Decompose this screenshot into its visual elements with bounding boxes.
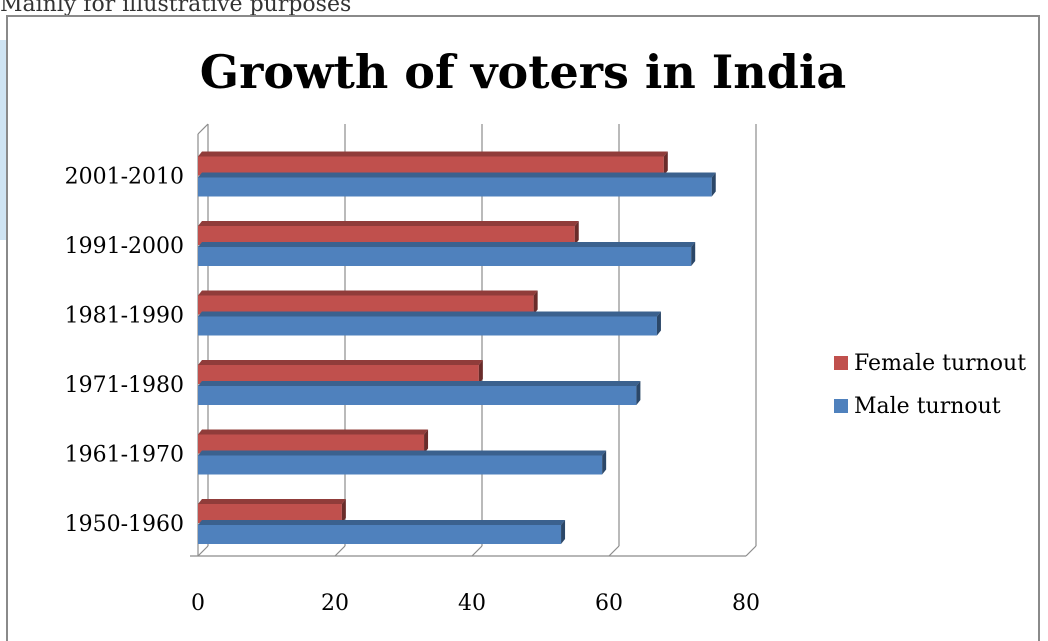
bar-side-1-0: [561, 520, 566, 544]
bar-top-0-4: [198, 221, 579, 226]
bar-side-0-2: [478, 360, 483, 384]
category-label-3: 1981-1990: [65, 304, 184, 329]
bar-male-2: [198, 386, 637, 405]
bar-top-1-3: [198, 311, 661, 317]
bar-side-0-0: [341, 499, 346, 523]
bar-side-1-1: [602, 450, 607, 475]
bar-female-4: [198, 226, 575, 245]
legend-item-male: Male turnout: [834, 390, 1026, 422]
chart-legend: Female turnout Male turnout: [834, 347, 1026, 433]
legend-label-female: Female turnout: [854, 350, 1027, 376]
chart-title: Growth of voters in India: [199, 45, 847, 99]
bar-top-1-1: [198, 450, 607, 456]
bar-male-0: [198, 525, 562, 544]
floor-line-20: [334, 545, 346, 557]
floor-line-0: [197, 545, 209, 557]
bar-female-3: [198, 295, 534, 315]
bar-side-0-5: [663, 151, 668, 176]
bar-side-1-4: [691, 242, 696, 266]
bar-male-4: [198, 247, 692, 266]
bar-side-0-1: [424, 429, 429, 454]
background-decoration: [0, 40, 6, 240]
floor-line-60: [608, 545, 620, 557]
header-text: Mainly for illustrative purposes: [0, 0, 352, 17]
bar-side-1-2: [636, 381, 641, 405]
bar-top-0-0: [198, 499, 346, 504]
floor-line-40: [471, 545, 483, 557]
legend-label-male: Male turnout: [854, 393, 1001, 419]
left-wall-top: [197, 123, 209, 135]
x-tick-label-20: 20: [321, 591, 349, 616]
bar-side-1-3: [656, 311, 661, 336]
bar-top-1-2: [198, 381, 641, 386]
bar-top-0-2: [198, 360, 483, 365]
category-label-0: 1950-1960: [65, 512, 184, 537]
x-tick-label-80: 80: [732, 591, 760, 616]
legend-swatch-male: [834, 399, 848, 413]
category-label-1: 1961-1970: [65, 443, 184, 468]
category-label-5: 2001-2010: [65, 165, 184, 190]
bar-female-2: [198, 365, 479, 384]
bar-top-1-4: [198, 242, 696, 247]
category-label-2: 1971-1980: [65, 373, 184, 398]
x-tick-label-0: 0: [191, 591, 205, 616]
bar-male-1: [198, 455, 603, 475]
bar-side-1-5: [711, 172, 716, 197]
bar-female-1: [198, 434, 425, 454]
bar-top-0-3: [198, 290, 538, 296]
bar-male-3: [198, 316, 657, 336]
bar-top-0-5: [198, 151, 668, 157]
x-tick-label-40: 40: [458, 591, 486, 616]
bar-side-0-3: [533, 290, 538, 315]
bar-male-5: [198, 177, 712, 197]
bar-top-1-0: [198, 520, 566, 525]
category-label-4: 1991-2000: [65, 234, 184, 259]
bar-female-0: [198, 504, 342, 523]
legend-swatch-female: [834, 356, 848, 370]
bar-top-1-5: [198, 172, 716, 178]
legend-item-female: Female turnout: [834, 347, 1026, 379]
floor-line-80: [745, 545, 757, 557]
bar-side-0-4: [574, 221, 579, 245]
bar-top-0-1: [198, 429, 429, 435]
bar-female-5: [198, 156, 664, 176]
x-tick-label-60: 60: [595, 591, 623, 616]
